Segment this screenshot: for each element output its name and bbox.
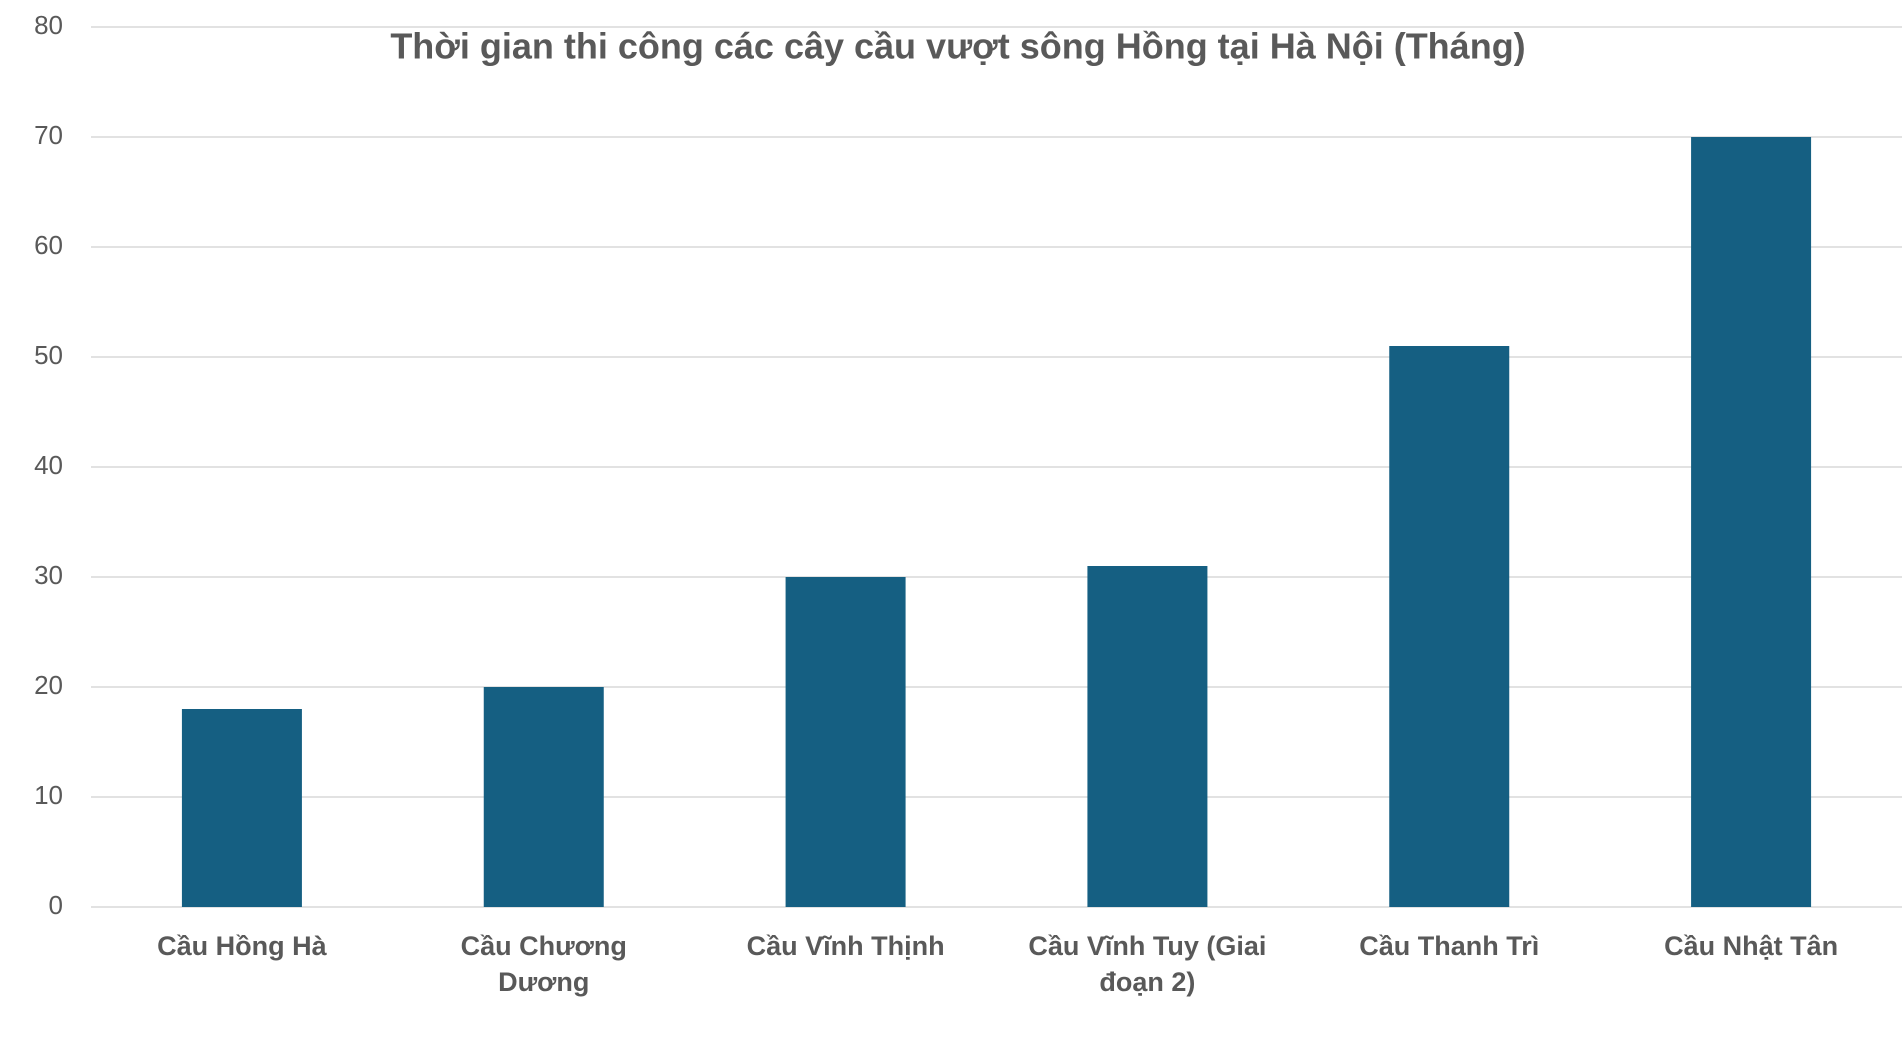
x-tick-label: Cầu Vĩnh Thịnh	[746, 931, 945, 961]
y-tick-label: 80	[34, 10, 63, 40]
y-tick-label: 0	[49, 890, 63, 920]
y-tick-label: 10	[34, 780, 63, 810]
x-tick-label: Cầu Hồng Hà	[157, 931, 327, 961]
y-tick-label: 70	[34, 120, 63, 150]
bar	[1087, 566, 1208, 907]
x-tick-label: Cầu Thanh Trì	[1359, 931, 1540, 961]
x-tick-label: Cầu Nhật Tân	[1664, 931, 1839, 961]
y-tick-label: 20	[34, 670, 63, 700]
bar	[1691, 137, 1812, 907]
bar	[483, 687, 604, 907]
bar	[1389, 346, 1510, 907]
y-tick-label: 30	[34, 560, 63, 590]
bar	[181, 709, 302, 907]
x-tick-label: Cầu Chương Dương	[460, 931, 627, 997]
y-tick-label: 60	[34, 230, 63, 260]
bar	[785, 577, 906, 907]
y-tick-label: 40	[34, 450, 63, 480]
x-tick-label: Cầu Vĩnh Tuy (Giai đoạn 2)	[1028, 931, 1267, 997]
y-tick-label: 50	[34, 340, 63, 370]
chart-title: Thời gian thi công các cây cầu vượt sông…	[390, 26, 1525, 67]
